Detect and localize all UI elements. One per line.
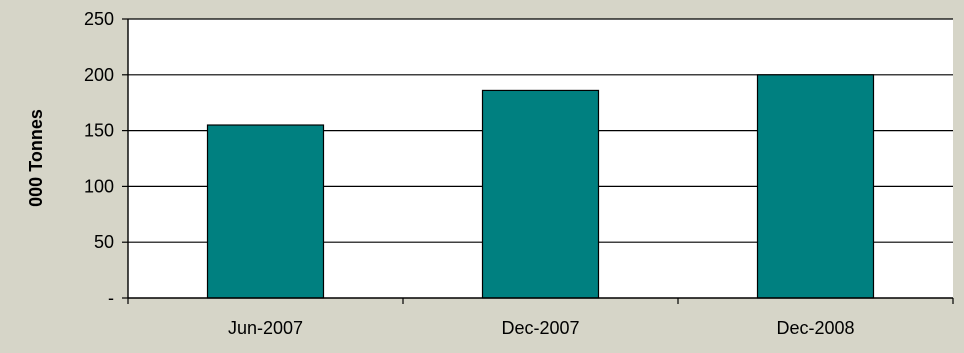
y-tick-label-0: - bbox=[108, 288, 114, 308]
y-tick-label-200: 200 bbox=[84, 65, 114, 85]
y-tick-label-150: 150 bbox=[84, 121, 114, 141]
bar-Jun-2007 bbox=[206, 124, 325, 299]
y-axis-label: 000 Tonnes bbox=[26, 109, 46, 207]
x-tick-labels: Jun-2007 Dec-2007 Dec-2008 bbox=[228, 318, 855, 338]
y-tick-label-50: 50 bbox=[94, 232, 114, 252]
bar-Dec-2008 bbox=[756, 74, 875, 299]
y-tick-labels: - 50 100 150 200 250 bbox=[84, 9, 114, 308]
axes bbox=[122, 18, 954, 304]
y-tick-label-100: 100 bbox=[84, 176, 114, 196]
x-tick-label-Dec-2008: Dec-2008 bbox=[776, 318, 854, 338]
x-tick-label-Jun-2007: Jun-2007 bbox=[228, 318, 303, 338]
y-tick-label-250: 250 bbox=[84, 9, 114, 29]
bars bbox=[206, 74, 875, 299]
bar-Dec-2007 bbox=[481, 89, 600, 299]
x-tick-label-Dec-2007: Dec-2007 bbox=[501, 318, 579, 338]
